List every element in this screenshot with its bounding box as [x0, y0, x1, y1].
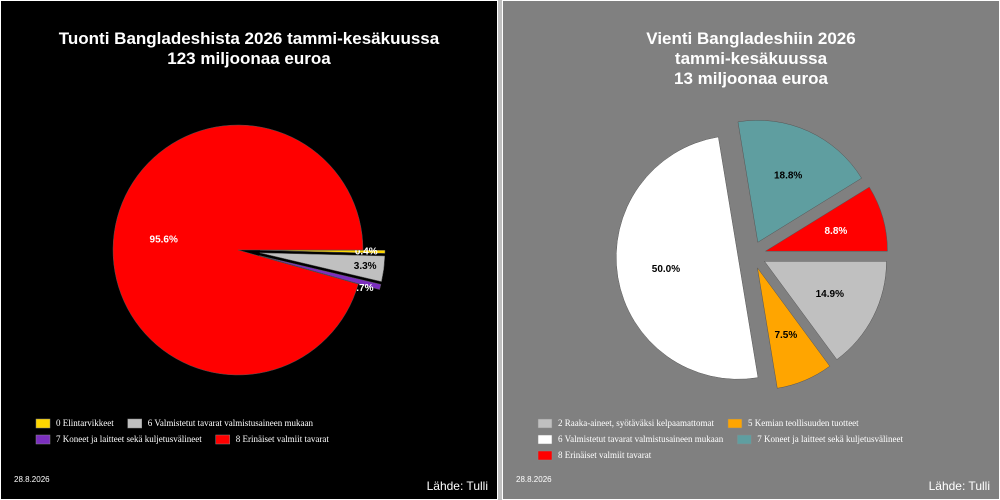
chart-panel: Vienti Bangladeshiin 2026tammi-kesäkuuss…	[502, 0, 1000, 500]
legend-label: 5 Kemian teollisuuden tuotteet	[748, 418, 859, 428]
legend-swatch	[537, 418, 553, 429]
date: 28.8.2026	[516, 475, 552, 484]
pie-slice	[757, 267, 831, 389]
chart-panel: Tuonti Bangladeshista 2026 tammi-kesäkuu…	[0, 0, 498, 500]
pie-slice	[259, 250, 386, 254]
legend-swatch	[727, 418, 743, 429]
pie-slice	[259, 255, 382, 290]
pie-slice	[737, 120, 862, 243]
data-label: 0.7%	[351, 283, 374, 294]
data-label: 95.6%	[150, 234, 178, 245]
chart-title: 123 miljoonaa euroa	[167, 49, 331, 68]
legend-label: 2 Raaka-aineet, syötäväksi kelpaamattoma…	[558, 418, 714, 428]
data-label: 18.8%	[774, 170, 802, 181]
legend-label: 8 Erinäiset valmiit tavarat	[236, 434, 330, 444]
legend-swatch	[537, 434, 553, 445]
legend-label: 7 Koneet ja laitteet sekä kuljetusväline…	[56, 434, 202, 444]
chart-title: 13 miljoonaa euroa	[674, 69, 829, 88]
source: Lähde: Tulli	[929, 479, 990, 493]
legend-label: 6 Valmistetut tavarat valmistusaineen mu…	[558, 434, 724, 444]
chart-title: Vienti Bangladeshiin 2026	[646, 29, 855, 48]
data-label: 0.4%	[355, 246, 378, 257]
pie-slice	[763, 261, 887, 360]
source: Lähde: Tulli	[427, 479, 488, 493]
legend-swatch	[215, 434, 230, 445]
data-label: 50.0%	[652, 264, 680, 275]
legend-swatch	[127, 418, 142, 429]
pie-slice	[259, 252, 386, 282]
legend-swatch	[35, 434, 51, 445]
legend-label: 8 Erinäiset valmiit tavarat	[558, 450, 652, 460]
chart-title: tammi-kesäkuussa	[675, 49, 828, 68]
data-label: 8.8%	[824, 226, 847, 237]
legend-label: 0 Elintarvikkeet	[56, 418, 114, 428]
pie-slice	[615, 136, 759, 380]
data-label: 14.9%	[816, 289, 844, 300]
panel-background	[502, 0, 1000, 500]
chart-title: Tuonti Bangladeshista 2026 tammi-kesäkuu…	[59, 29, 440, 48]
legend-label: 6 Valmistetut tavarat valmistusaineen mu…	[148, 418, 314, 428]
data-label: 3.3%	[354, 261, 377, 272]
legend-swatch	[737, 434, 752, 445]
legend-swatch	[35, 418, 51, 429]
pie-slice	[764, 186, 888, 252]
pie-slice	[112, 124, 364, 376]
date: 28.8.2026	[14, 475, 50, 484]
data-label: 7.5%	[774, 330, 797, 341]
legend-label: 7 Koneet ja laitteet sekä kuljetusväline…	[757, 434, 903, 444]
legend-swatch	[537, 450, 553, 461]
